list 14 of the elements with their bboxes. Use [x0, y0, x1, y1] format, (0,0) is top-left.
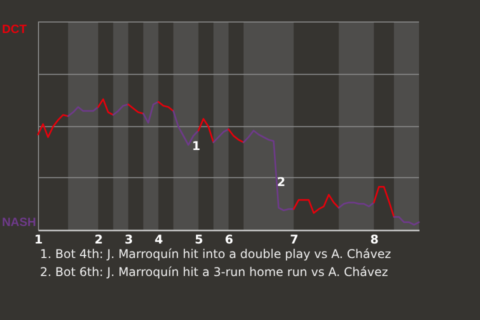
x-tick-label: 6 — [224, 232, 234, 246]
x-tick-label: 2 — [94, 232, 103, 246]
x-tick-label: 5 — [194, 232, 204, 246]
x-tick-label: 3 — [124, 232, 133, 246]
x-tick-label: 8 — [370, 232, 379, 246]
text: 1. Bot 4th: J. Marroquín hit into a double play vs A. Chávez — [40, 246, 392, 263]
annotation: 2 — [277, 175, 286, 189]
text: DCT — [2, 22, 27, 36]
annotation: 1 — [192, 139, 200, 153]
x-tick-label: 1 — [34, 232, 43, 246]
text: 2. Bot 6th: J. Marroquín hit a 3-run home run vs A. Chávez — [40, 264, 390, 281]
x-tick-label: 4 — [154, 232, 163, 246]
text: NASH — [2, 215, 36, 229]
x-tick-label: 7 — [290, 232, 298, 246]
